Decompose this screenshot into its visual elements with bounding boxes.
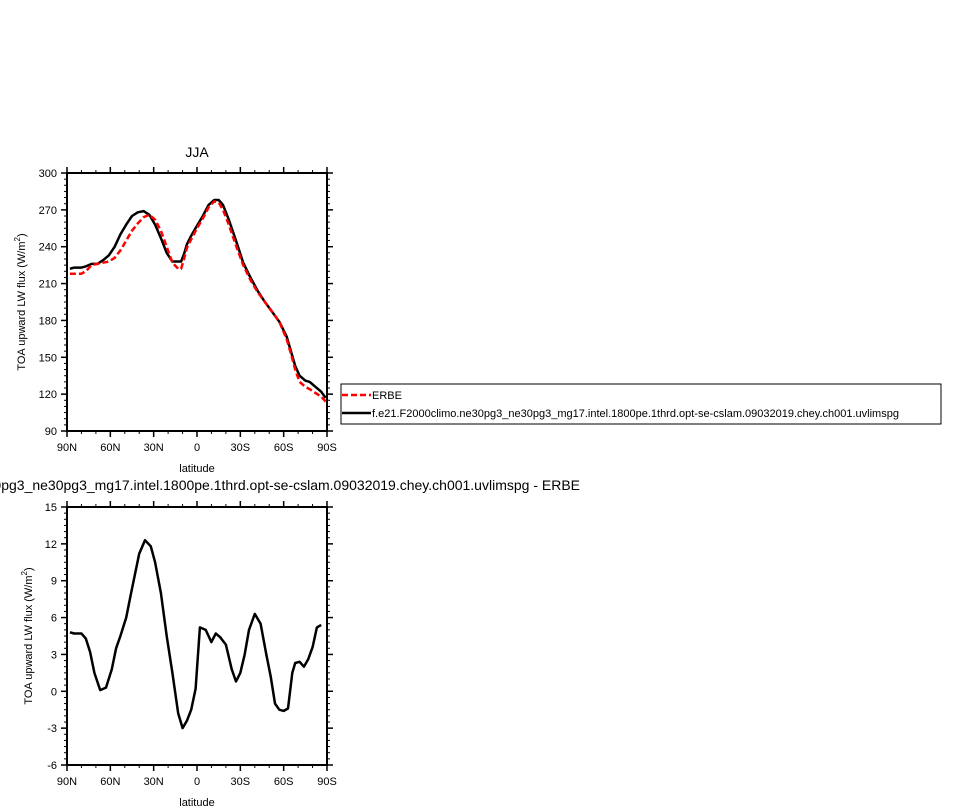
bottom-chart-title: f.e21.F2000climo.ne30pg3_ne30pg3_mg17.in… — [0, 477, 580, 493]
top-x-tick-label: 60S — [274, 442, 294, 454]
top-y-tick-label: 120 — [39, 389, 57, 401]
bottom-y-tick-label: -6 — [47, 760, 57, 772]
bottom-y-tick-label: 3 — [51, 649, 57, 661]
top-x-axis-label: latitude — [179, 463, 214, 475]
bottom-plot-frame — [66, 506, 328, 766]
bottom-y-tick-label: 15 — [45, 502, 57, 514]
top-y-axis-label-main: TOA upward LW flux (W/m — [16, 241, 28, 370]
bottom-x-tick-label: 0 — [194, 776, 200, 788]
bottom-x-tick-label: 30S — [231, 776, 251, 788]
legend: ERBE f.e21.F2000climo.ne30pg3_ne30pg3_mg… — [340, 383, 942, 425]
top-x-tick-label: 0 — [194, 442, 200, 454]
top-y-tick-label: 180 — [39, 315, 57, 327]
bottom-x-tick-label: 30N — [144, 776, 164, 788]
top-x-tick-label: 30S — [231, 442, 251, 454]
top-y-tick-label: 300 — [39, 168, 57, 180]
top-chart-title: JJA — [185, 144, 209, 160]
bottom-y-axis-label-sup: 2 — [20, 570, 29, 575]
bottom-x-tick-label: 60S — [274, 776, 294, 788]
legend-box — [340, 383, 942, 425]
top-y-tick-label: 150 — [39, 352, 57, 364]
bottom-y-ticks: -6 -3 0 3 6 9 12 15 — [45, 502, 333, 772]
top-lines — [69, 198, 327, 403]
bottom-x-tick-label: 90S — [317, 776, 337, 788]
bottom-panel: f.e21.F2000climo.ne30pg3_ne30pg3_mg17.in… — [0, 477, 580, 809]
top-y-axis-label-sup: 2 — [13, 236, 22, 241]
top-y-tick-label: 240 — [39, 242, 57, 254]
bottom-series-line-model — [69, 538, 322, 730]
top-x-tick-label: 90S — [317, 442, 337, 454]
legend-label-model: f.e21.F2000climo.ne30pg3_ne30pg3_mg17.in… — [372, 408, 899, 420]
bottom-y-tick-label: 9 — [51, 576, 57, 588]
bottom-y-axis-label-close: ) — [23, 567, 35, 571]
top-series-line-erbe — [69, 200, 327, 403]
bottom-lines — [69, 538, 322, 730]
bottom-y-tick-label: 0 — [51, 686, 57, 698]
bottom-x-tick-label: 60N — [100, 776, 120, 788]
top-x-tick-label: 90N — [57, 442, 77, 454]
top-x-tick-label: 30N — [144, 442, 164, 454]
bottom-y-axis-label-main: TOA upward LW flux (W/m — [23, 575, 35, 704]
bottom-y-tick-label: 12 — [45, 539, 57, 551]
bottom-x-tick-label: 90N — [57, 776, 77, 788]
top-y-axis-label: TOA upward LW flux (W/m2) — [13, 233, 28, 370]
bottom-y-tick-label: 6 — [51, 613, 57, 625]
top-x-ticks: 90N 60N 30N 0 30S 60S 90S — [57, 167, 337, 454]
bottom-y-tick-label: -3 — [47, 723, 57, 735]
top-panel: JJA 90 120 150 180 210 240 270 300 90N 60N 30N 0 30… — [13, 144, 337, 475]
bottom-y-axis-label: TOA upward LW flux (W/m2) — [20, 567, 35, 704]
top-y-tick-label: 210 — [39, 279, 57, 291]
top-y-axis-label-close: ) — [16, 233, 28, 237]
top-plot-frame — [66, 172, 328, 432]
bottom-x-ticks: 90N 60N 30N 0 30S 60S 90S — [57, 501, 337, 788]
top-y-tick-label: 90 — [45, 426, 57, 438]
top-series-line-model — [69, 198, 327, 399]
legend-label-erbe: ERBE — [372, 390, 402, 402]
top-y-ticks: 90 120 150 180 210 240 270 300 — [39, 168, 333, 438]
top-y-tick-label: 270 — [39, 205, 57, 217]
bottom-x-axis-label: latitude — [179, 797, 214, 809]
top-x-tick-label: 60N — [100, 442, 120, 454]
